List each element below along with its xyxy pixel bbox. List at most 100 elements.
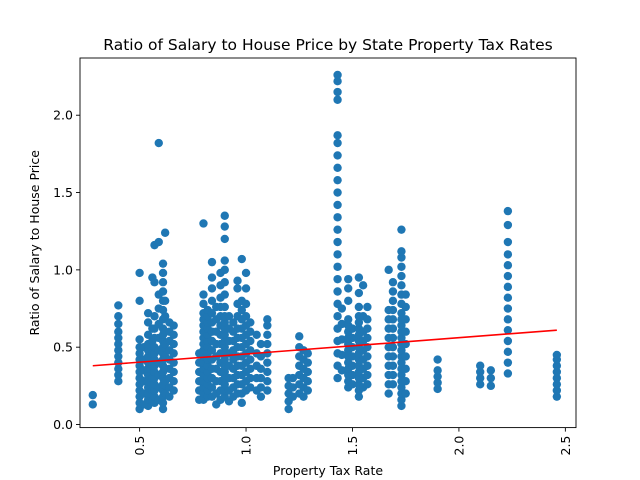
- data-point: [476, 361, 485, 370]
- data-point: [263, 349, 272, 358]
- data-point: [288, 373, 298, 383]
- data-point: [88, 400, 97, 409]
- data-point: [246, 373, 255, 383]
- data-point: [160, 312, 170, 321]
- data-point: [333, 237, 342, 247]
- data-point: [165, 392, 174, 401]
- data-point: [303, 349, 312, 358]
- data-point: [220, 234, 229, 244]
- x-tick-label: 2.5: [558, 436, 573, 456]
- data-point: [503, 282, 513, 292]
- data-point: [256, 364, 266, 374]
- data-point: [363, 361, 372, 370]
- data-point: [263, 377, 272, 386]
- data-point: [354, 302, 364, 312]
- data-point: [169, 321, 178, 330]
- data-point: [237, 305, 246, 315]
- data-point: [135, 268, 144, 278]
- data-point: [207, 308, 217, 318]
- data-point: [263, 358, 272, 367]
- data-point: [333, 138, 342, 148]
- data-point: [397, 308, 406, 318]
- data-point: [503, 369, 513, 378]
- data-point: [263, 321, 272, 330]
- data-point: [552, 373, 562, 383]
- data-point: [284, 404, 293, 414]
- data-point: [476, 373, 485, 383]
- data-point: [397, 253, 406, 262]
- data-point: [397, 370, 406, 380]
- data-point: [114, 352, 123, 361]
- data-point: [388, 352, 398, 361]
- data-point: [135, 296, 144, 305]
- data-point: [333, 312, 342, 321]
- x-tick-label: 0.5: [132, 436, 147, 456]
- data-point: [333, 262, 342, 271]
- data-point: [154, 237, 163, 247]
- data-point: [503, 358, 513, 367]
- data-point: [344, 296, 353, 305]
- y-tick-label: 2.0: [53, 108, 73, 123]
- data-point: [388, 296, 398, 305]
- data-point: [388, 380, 398, 389]
- data-point: [333, 213, 342, 222]
- y-axis-label: Ratio of Salary to House Price: [27, 150, 42, 336]
- data-point: [333, 274, 342, 284]
- data-point: [397, 333, 406, 343]
- data-point: [333, 70, 342, 80]
- data-point: [246, 327, 255, 336]
- data-point: [433, 366, 442, 375]
- data-point: [486, 381, 496, 391]
- data-point: [344, 315, 353, 324]
- data-point: [220, 330, 229, 340]
- data-point: [220, 278, 229, 287]
- data-point: [220, 211, 229, 220]
- data-point: [224, 312, 234, 321]
- data-point: [337, 304, 347, 313]
- data-point: [503, 347, 513, 357]
- data-point: [384, 265, 393, 275]
- x-axis-label: Property Tax Rate: [273, 463, 383, 478]
- data-point: [503, 250, 513, 259]
- data-point: [150, 278, 159, 287]
- data-point: [384, 389, 393, 398]
- data-point: [246, 346, 255, 355]
- data-point: [337, 366, 347, 375]
- data-point: [207, 273, 217, 282]
- data-point: [503, 220, 513, 230]
- data-point: [401, 364, 410, 374]
- data-point: [388, 305, 398, 315]
- trend-line: [92, 329, 557, 367]
- data-point: [397, 358, 406, 367]
- data-point: [263, 330, 272, 340]
- data-point: [503, 271, 513, 281]
- data-point: [88, 390, 97, 400]
- data-point: [143, 318, 153, 327]
- data-point: [388, 342, 398, 352]
- data-point: [263, 339, 272, 349]
- data-point: [158, 268, 168, 278]
- data-point: [150, 312, 159, 321]
- data-point: [241, 268, 251, 278]
- data-point: [397, 262, 406, 271]
- data-point: [237, 254, 246, 264]
- data-point: [388, 278, 398, 287]
- x-tick-label: 1.0: [239, 436, 254, 456]
- data-point: [388, 287, 398, 296]
- data-point: [333, 250, 342, 259]
- data-point: [363, 352, 372, 361]
- data-point: [256, 373, 266, 383]
- data-point: [303, 377, 312, 386]
- data-point: [158, 287, 168, 296]
- data-point: [348, 361, 357, 370]
- data-point: [158, 278, 168, 287]
- data-point: [158, 404, 168, 414]
- data-point: [552, 350, 562, 360]
- data-point: [358, 281, 368, 290]
- data-point: [241, 299, 251, 309]
- data-point: [288, 383, 298, 392]
- data-point: [207, 383, 217, 392]
- data-point: [552, 367, 562, 377]
- data-point: [397, 281, 406, 290]
